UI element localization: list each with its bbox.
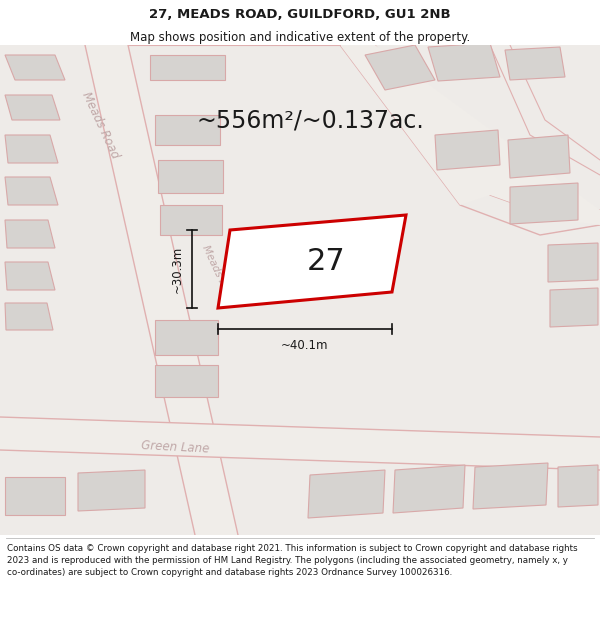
Text: 27: 27: [307, 247, 346, 276]
Text: Green Lane: Green Lane: [140, 439, 209, 455]
Text: 27, MEADS ROAD, GUILDFORD, GU1 2NB: 27, MEADS ROAD, GUILDFORD, GU1 2NB: [149, 8, 451, 21]
Polygon shape: [473, 463, 548, 509]
Polygon shape: [155, 365, 218, 397]
Text: Meads Road: Meads Road: [79, 89, 121, 161]
Polygon shape: [5, 135, 58, 163]
Polygon shape: [5, 55, 65, 80]
Polygon shape: [558, 465, 598, 507]
Text: Meads Road: Meads Road: [200, 244, 236, 306]
Text: ~556m²/~0.137ac.: ~556m²/~0.137ac.: [196, 108, 424, 132]
Polygon shape: [510, 183, 578, 224]
Polygon shape: [0, 417, 600, 470]
Polygon shape: [155, 115, 220, 145]
Polygon shape: [5, 262, 55, 290]
Text: Map shows position and indicative extent of the property.: Map shows position and indicative extent…: [130, 31, 470, 44]
Polygon shape: [505, 47, 565, 80]
Polygon shape: [5, 95, 60, 120]
Polygon shape: [85, 45, 238, 535]
Polygon shape: [78, 470, 145, 511]
Polygon shape: [365, 45, 435, 90]
Polygon shape: [340, 45, 600, 225]
Polygon shape: [5, 303, 53, 330]
Polygon shape: [160, 205, 222, 235]
Polygon shape: [550, 288, 598, 327]
Polygon shape: [428, 43, 500, 81]
Polygon shape: [150, 55, 225, 80]
Text: ~30.3m: ~30.3m: [171, 246, 184, 292]
Polygon shape: [548, 243, 598, 282]
Polygon shape: [5, 177, 58, 205]
Polygon shape: [308, 470, 385, 518]
Text: ~40.1m: ~40.1m: [281, 339, 329, 352]
Polygon shape: [5, 477, 65, 515]
Polygon shape: [5, 220, 55, 248]
Polygon shape: [155, 320, 218, 355]
Polygon shape: [218, 215, 406, 308]
Polygon shape: [158, 160, 223, 193]
Text: Contains OS data © Crown copyright and database right 2021. This information is : Contains OS data © Crown copyright and d…: [7, 544, 578, 577]
Polygon shape: [393, 465, 465, 513]
Polygon shape: [435, 130, 500, 170]
Polygon shape: [508, 135, 570, 178]
